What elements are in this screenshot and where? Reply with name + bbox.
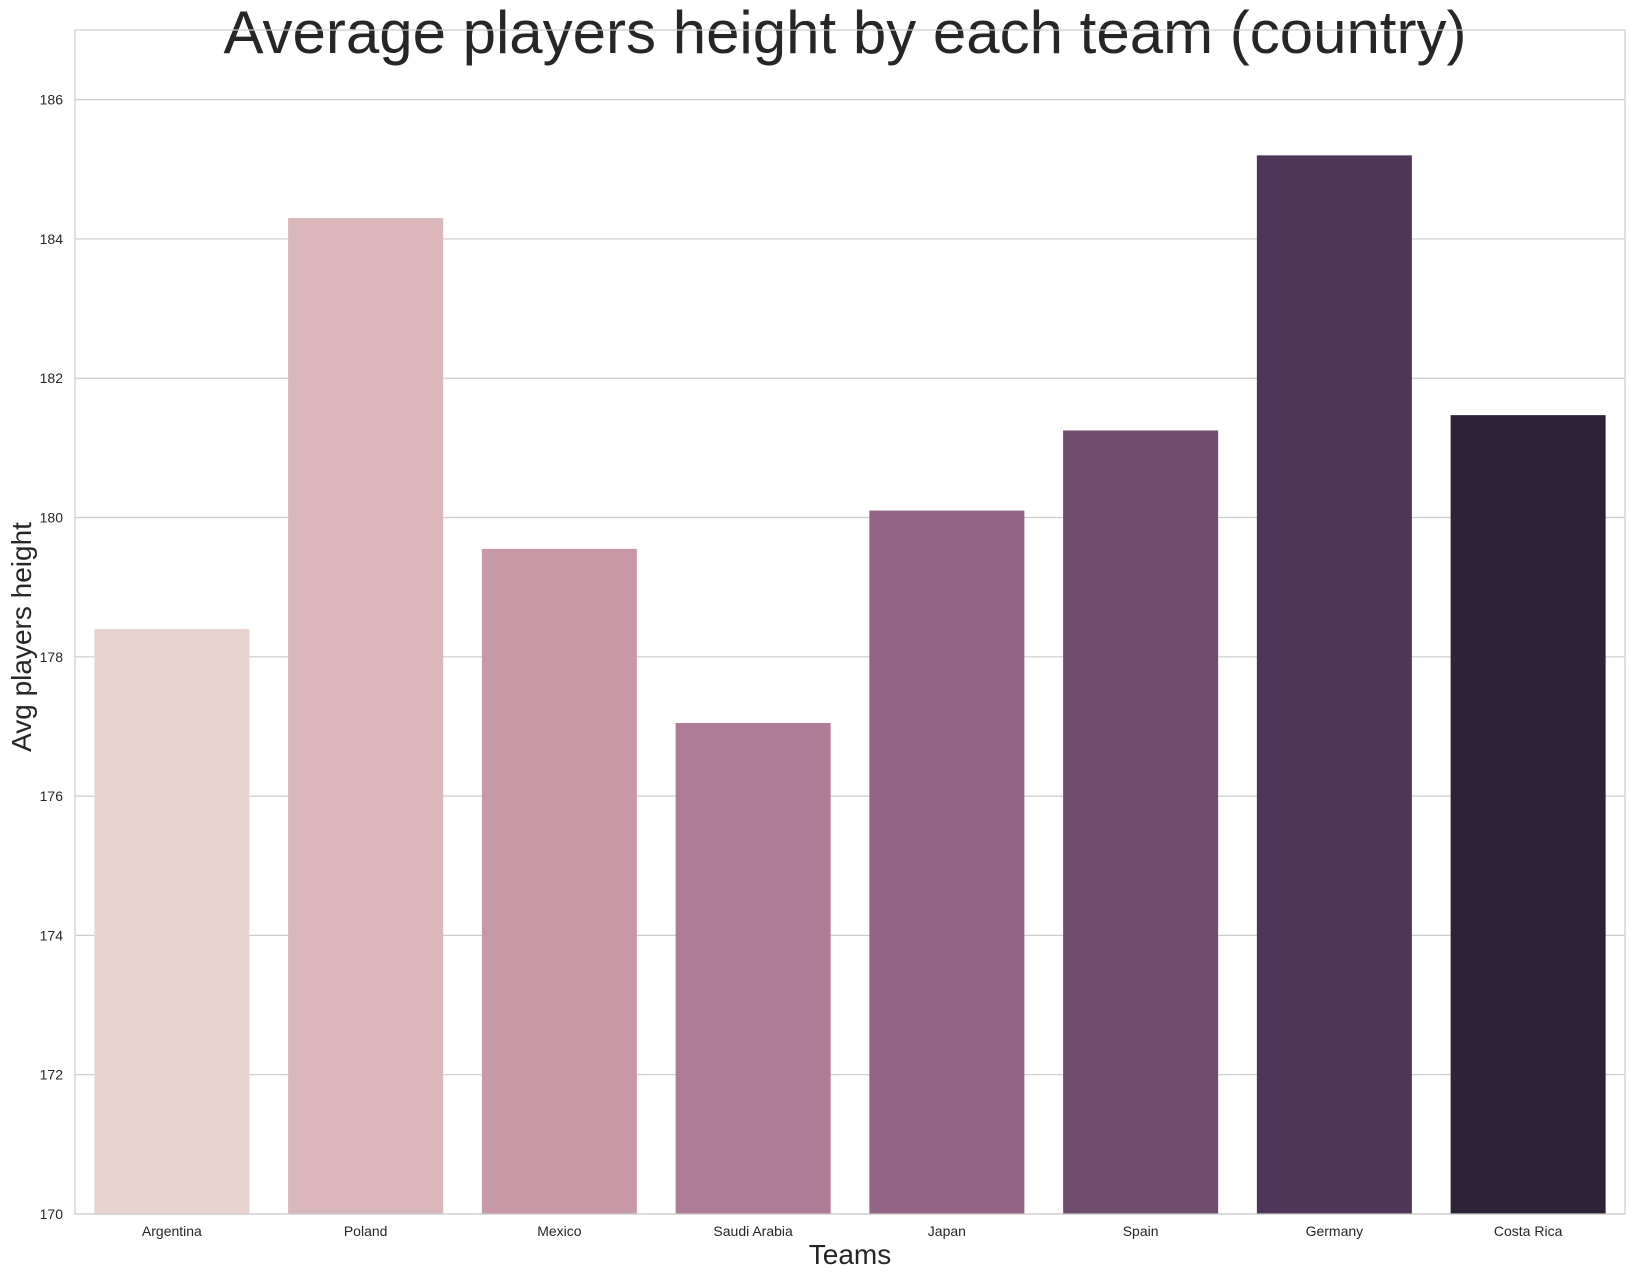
y-tick-labels: 170 172 174 176 178 180 182 184 186 — [40, 92, 64, 1222]
y-tick-label-184: 184 — [40, 231, 64, 247]
y-axis-label: Avg players height — [6, 522, 37, 752]
bar-germany — [1256, 155, 1412, 1214]
y-tick-label-174: 174 — [40, 927, 64, 943]
bar-saudi-arabia — [675, 722, 831, 1214]
chart-title: Average players height by each team (cou… — [224, 0, 1467, 66]
x-tick-label-mexico: Mexico — [537, 1223, 582, 1239]
y-tick-label-180: 180 — [40, 510, 64, 526]
x-tick-label-argentina: Argentina — [142, 1223, 202, 1239]
y-tick-label-178: 178 — [40, 649, 64, 665]
y-tick-label-186: 186 — [40, 92, 64, 108]
x-tick-label-saudi-arabia: Saudi Arabia — [713, 1223, 793, 1239]
bar-argentina — [94, 628, 250, 1214]
x-tick-label-costa-rica: Costa Rica — [1494, 1223, 1563, 1239]
bar-japan — [869, 510, 1025, 1214]
bar-mexico — [481, 548, 637, 1214]
bar-spain — [1063, 430, 1219, 1214]
bar-poland — [288, 218, 444, 1214]
y-tick-label-182: 182 — [40, 370, 64, 386]
bar-costa-rica — [1450, 415, 1606, 1215]
y-tick-label-172: 172 — [40, 1067, 64, 1083]
y-tick-label-170: 170 — [40, 1206, 64, 1222]
x-tick-label-germany: Germany — [1306, 1223, 1364, 1239]
x-tick-label-japan: Japan — [928, 1223, 966, 1239]
x-axis-label: Teams — [809, 1239, 891, 1270]
x-tick-label-poland: Poland — [344, 1223, 388, 1239]
x-tick-label-spain: Spain — [1123, 1223, 1159, 1239]
bars — [94, 155, 1606, 1215]
y-tick-label-176: 176 — [40, 788, 64, 804]
plot-frame — [74, 29, 1626, 1215]
x-tick-labels: Argentina Poland Mexico Saudi Arabia Japan Sp… — [142, 1223, 1563, 1239]
